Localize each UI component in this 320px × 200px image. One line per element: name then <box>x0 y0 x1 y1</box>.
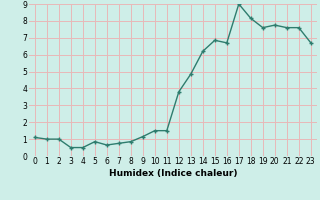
X-axis label: Humidex (Indice chaleur): Humidex (Indice chaleur) <box>108 169 237 178</box>
